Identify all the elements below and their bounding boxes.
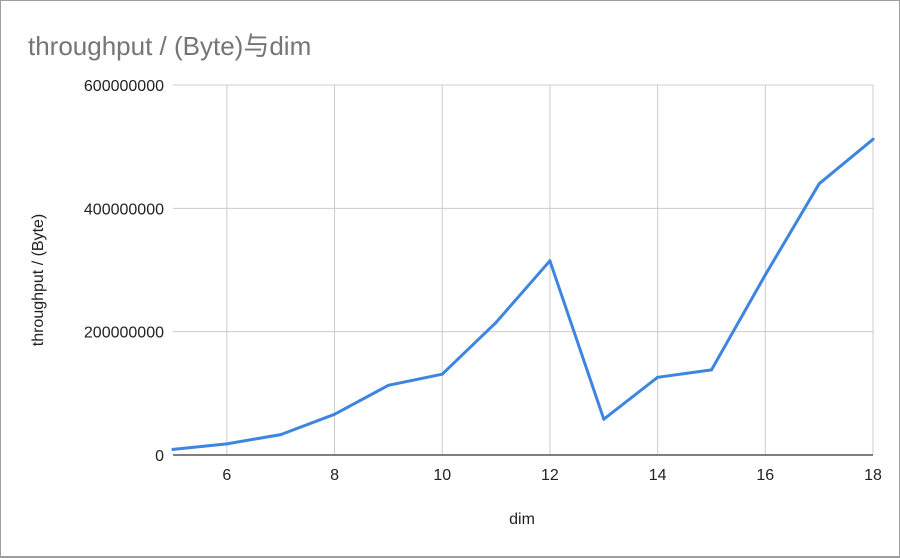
y-tick-labels: 0 200000000 400000000 600000000 [84, 78, 164, 465]
data-point [333, 412, 337, 416]
y-tick-label: 200000000 [84, 325, 164, 342]
y-axis-title: throughput / (Byte) [30, 214, 47, 347]
x-tick-labels: 6 8 10 12 14 16 18 [222, 467, 882, 484]
data-point [279, 433, 283, 437]
data-point [548, 259, 552, 263]
x-tick-label: 14 [649, 467, 667, 484]
y-tick-label: 400000000 [84, 201, 164, 218]
data-point [656, 375, 660, 379]
x-tick-label: 12 [541, 467, 559, 484]
data-point [763, 273, 767, 277]
data-point [602, 417, 606, 421]
x-tick-label: 6 [222, 467, 231, 484]
series-line [171, 137, 875, 451]
data-point [709, 368, 713, 372]
series-group [171, 137, 875, 451]
data-point [225, 442, 229, 446]
y-tick-label: 0 [155, 448, 164, 465]
data-point [171, 447, 175, 451]
x-axis-title: dim [509, 511, 535, 528]
x-tick-label: 16 [756, 467, 774, 484]
x-tick-label: 8 [330, 467, 339, 484]
grid-lines [173, 84, 874, 456]
chart-title: throughput / (Byte)与dim [28, 31, 312, 61]
x-tick-label: 18 [864, 467, 882, 484]
x-tick-label: 10 [433, 467, 451, 484]
data-point [440, 372, 444, 376]
data-point [494, 320, 498, 324]
data-point [386, 383, 390, 387]
y-tick-label: 600000000 [84, 78, 164, 95]
data-point [871, 137, 875, 141]
data-point [817, 182, 821, 186]
